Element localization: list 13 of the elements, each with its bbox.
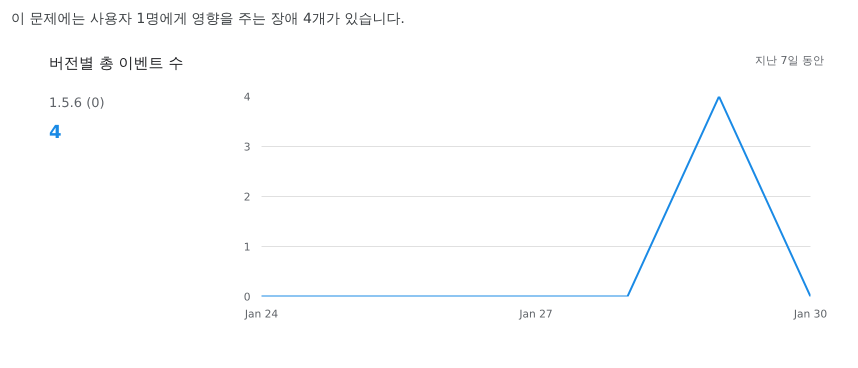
text: 버전별 총 이벤트 수 — [49, 53, 184, 74]
y-tick-label: 0 — [244, 290, 251, 304]
y-tick-label: 3 — [244, 140, 250, 154]
x-tick-label: Jan 24 — [244, 308, 278, 320]
y-tick-label: 1 — [244, 240, 250, 254]
y-tick-label: 2 — [244, 190, 250, 204]
y-tick-label: 4 — [244, 90, 251, 104]
text: 이 문제에는 사용자 1명에게 영향을 주는 장애 4개가 있습니다. — [11, 11, 405, 27]
chart-subtitle: 지난 7일 동안 — [755, 53, 824, 69]
x-tick-label: Jan 27 — [518, 308, 553, 320]
text: 1.5.6 (0) — [49, 96, 105, 111]
text: 4 — [49, 122, 62, 143]
x-tick-label: Jan 30 — [792, 308, 828, 320]
